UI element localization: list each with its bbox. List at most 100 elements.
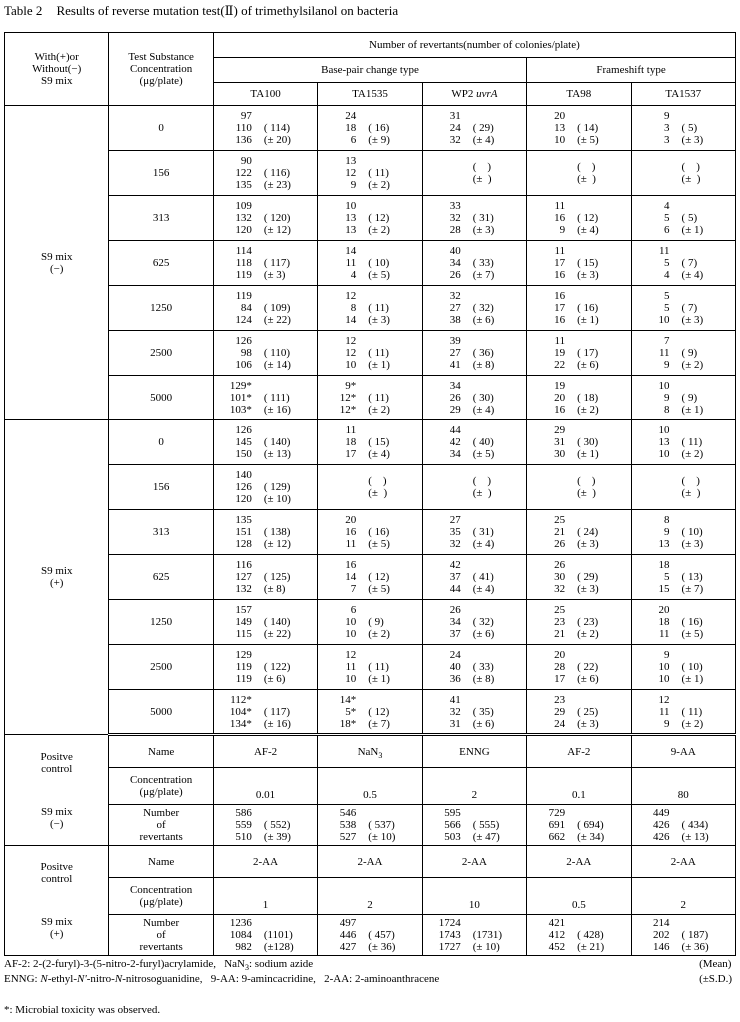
strain-cell: TA1537 bbox=[630, 82, 737, 106]
plate-count: 9 bbox=[664, 649, 670, 661]
cell-values: 29 31 ( 30) 30 (± 1) bbox=[527, 424, 630, 460]
cell-values: ( ) (± ) bbox=[527, 161, 630, 185]
sd: (± 1) bbox=[577, 448, 599, 460]
block-label: S9 mix (+) bbox=[3, 419, 110, 735]
header-text: (μg/plate) bbox=[139, 75, 183, 87]
text-segment: NaN bbox=[357, 745, 379, 758]
sd: (± ) bbox=[472, 487, 492, 499]
mean: ( 10) bbox=[681, 526, 703, 538]
blank bbox=[368, 649, 421, 661]
plate-count: 30 bbox=[554, 571, 566, 583]
cell-values: 11 18 ( 15) 17 (± 4) bbox=[318, 424, 421, 460]
sd: (± 1) bbox=[368, 359, 390, 371]
text-segment: AF-2 bbox=[567, 745, 591, 758]
mean: ( 5) bbox=[681, 122, 698, 134]
label-text: S9 mix bbox=[40, 565, 73, 577]
sd: (± 1) bbox=[681, 673, 704, 685]
blank bbox=[682, 380, 735, 392]
blank bbox=[368, 335, 421, 347]
conc-cell: 0 bbox=[108, 419, 214, 465]
strain-cell: WP2 uvrA bbox=[421, 82, 528, 106]
plate-count: 97 bbox=[240, 110, 252, 122]
mean: ( 187) bbox=[681, 929, 709, 941]
label-text: (+) bbox=[49, 577, 64, 589]
blank bbox=[473, 424, 526, 436]
sd: (± 2) bbox=[577, 403, 599, 416]
data-cell: 7 11 ( 9) 9 (± 2) bbox=[630, 330, 737, 376]
sd: (± 5) bbox=[368, 538, 390, 550]
plate-count: 9 bbox=[664, 391, 670, 404]
blank bbox=[682, 424, 735, 436]
conc-cell: 0.5 bbox=[526, 877, 632, 915]
data-cell: 157 149 ( 140) 115 (± 22) bbox=[212, 599, 319, 645]
data-cell: 20 28 ( 22) 17 (± 6) bbox=[526, 644, 632, 690]
plate-count: 527 bbox=[339, 831, 357, 843]
cell-values: ( ) (± ) bbox=[423, 161, 526, 185]
plate-count: 32 bbox=[449, 134, 461, 146]
text-segment: 2-AA bbox=[566, 855, 592, 868]
plate-count: 5 bbox=[664, 302, 670, 314]
plate-count: 14 bbox=[345, 571, 357, 583]
plate-count: 11 bbox=[658, 245, 670, 257]
data-cell: 26 34 ( 32) 37 (± 6) bbox=[421, 599, 528, 645]
name-cell: 9-AA bbox=[630, 734, 737, 768]
blank bbox=[632, 173, 670, 185]
mean: ( 12) bbox=[368, 212, 390, 224]
cell-values: 16 14 ( 12) 7 (± 5) bbox=[318, 559, 421, 595]
plate-count: 5 bbox=[664, 257, 670, 269]
blank bbox=[527, 173, 565, 185]
header-cell: Number of revertants(number of colonies/… bbox=[212, 32, 737, 58]
plate-count: 12* bbox=[339, 391, 357, 404]
cell-values: 40 34 ( 33) 26 (± 7) bbox=[423, 245, 526, 281]
sd: (± 6) bbox=[472, 628, 495, 640]
blank bbox=[264, 917, 317, 929]
mean: ( 9) bbox=[368, 616, 384, 628]
strain-cell: TA100 bbox=[212, 82, 319, 106]
plate-count: 11 bbox=[658, 705, 670, 718]
label-group: Positve control bbox=[5, 751, 108, 775]
plate-count: 18* bbox=[339, 717, 357, 730]
sd: (± 2) bbox=[368, 179, 390, 191]
block-label: Positve control S9 mix (−) bbox=[3, 734, 110, 846]
plate-count: 34 bbox=[449, 448, 461, 460]
sd: (± 34) bbox=[577, 831, 605, 843]
concentration: 2 bbox=[680, 899, 687, 911]
mean: ( 16) bbox=[368, 526, 390, 538]
data-row: 156 140 126( 129) 120 (± 10)( ) (± )( ) (± )( … bbox=[5, 464, 737, 510]
name-cell: ENNG bbox=[421, 734, 528, 768]
data-cell: 729 691 ( 694) 662 (± 34) bbox=[526, 804, 632, 846]
positive-label: Positve control S9 mix (−) bbox=[5, 735, 108, 845]
blank bbox=[577, 290, 630, 302]
sd: (± 3) bbox=[263, 269, 286, 281]
sd: (± 5) bbox=[368, 269, 390, 281]
blank bbox=[423, 161, 461, 173]
data-cell: 24 18 ( 16) 6 (± 9) bbox=[317, 105, 423, 151]
name-cell: NaN3 bbox=[317, 734, 423, 768]
blank bbox=[264, 649, 317, 661]
mean: ( 31) bbox=[472, 526, 494, 538]
plate-count: 426 bbox=[653, 819, 670, 831]
blank bbox=[577, 200, 630, 212]
blank bbox=[368, 380, 421, 392]
plate-count: 124 bbox=[235, 314, 252, 326]
plate-count: 29 bbox=[554, 705, 566, 718]
blank bbox=[527, 487, 565, 499]
conc-cell: 1250 bbox=[108, 599, 214, 645]
plate-count: 14 bbox=[345, 245, 357, 257]
plate-count: 34 bbox=[449, 616, 461, 628]
plate-count: 115 bbox=[235, 628, 252, 640]
data-cell: 497 446 ( 457) 427 (± 36) bbox=[317, 914, 423, 956]
plate-count: 22 bbox=[554, 359, 566, 371]
plate-count: 11 bbox=[345, 661, 357, 673]
sd: (± ) bbox=[577, 487, 596, 499]
blank bbox=[473, 110, 526, 122]
text-segment: 9-AA bbox=[670, 745, 696, 758]
label-text: (−) bbox=[49, 817, 64, 830]
table-title: Table 2 Results of reverse mutation test(… bbox=[4, 3, 398, 19]
data-cell: 20 13 ( 14) 10 (± 5) bbox=[526, 105, 632, 151]
plate-count: 546 bbox=[339, 807, 357, 819]
mean: ( 10) bbox=[368, 257, 390, 269]
plate-count: 427 bbox=[339, 941, 357, 953]
plate-count: 39 bbox=[449, 335, 461, 347]
plate-count: 145 bbox=[235, 436, 252, 448]
